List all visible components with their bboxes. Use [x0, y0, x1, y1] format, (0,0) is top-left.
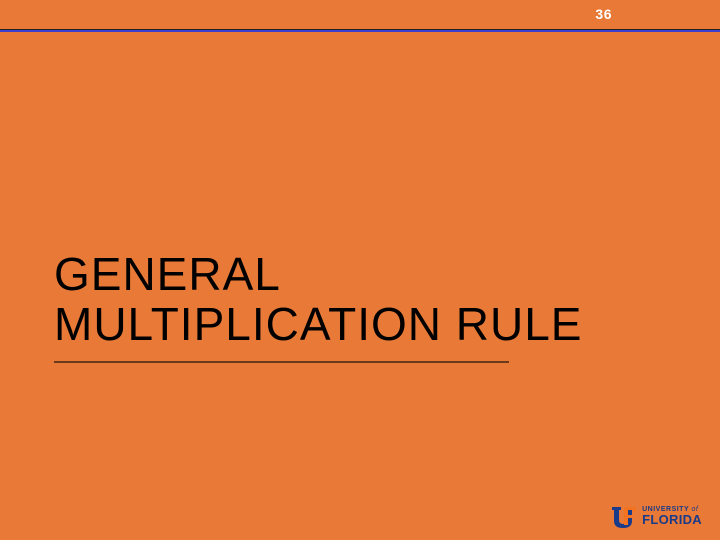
- slide-title: GENERAL MULTIPLICATION RULE: [54, 250, 634, 359]
- top-bar-rule: [0, 29, 720, 32]
- title-underline: [54, 361, 509, 363]
- uf-mark-icon: [610, 504, 638, 528]
- logo-florida-word: FLORIDA: [642, 513, 702, 526]
- page-number: 36: [595, 6, 612, 22]
- top-bar: 36: [0, 0, 720, 32]
- uf-logo: UNIVERSITY of FLORIDA: [610, 504, 702, 528]
- title-block: GENERAL MULTIPLICATION RULE: [54, 250, 634, 363]
- uf-logo-text: UNIVERSITY of FLORIDA: [642, 506, 702, 526]
